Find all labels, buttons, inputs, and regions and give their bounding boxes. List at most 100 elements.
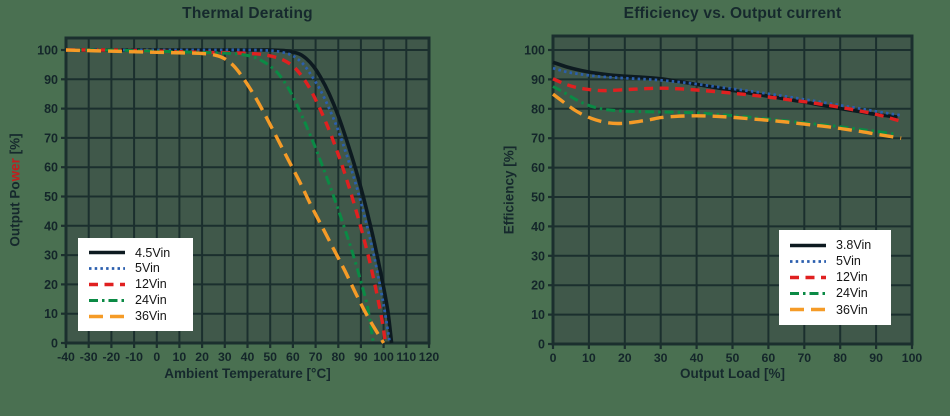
legend-item-12Vin: 12Vin [789, 269, 881, 285]
x-axis-title-output-load: Output Load [%] [680, 366, 785, 381]
x-tick-label: 90 [869, 351, 883, 365]
x-tick-label: 30 [218, 350, 232, 364]
series-line-12Vin [552, 77, 902, 124]
thermal-derating-chart: -40 -30 -20 -10 0 10 20 30 40 50 60 70 80 90 100 110 120… [7, 5, 440, 381]
legend-swatch-4.5Vin [89, 251, 125, 255]
legend-label: 3.8Vin [836, 237, 872, 252]
chart-title-efficiency: Efficiency vs. Output current [623, 5, 842, 22]
y-tick-label: 80 [44, 102, 58, 116]
x-tick-label: 90 [354, 350, 368, 364]
x-tick-label: 0 [153, 350, 160, 364]
x-tick-label: -20 [103, 350, 121, 364]
x-tick-label: 70 [309, 350, 323, 364]
efficiency-chart: 0 10 20 30 40 50 60 70 80 90 100 0 10 20 30 40 50 60 70 80 9… [475, 0, 950, 416]
legend-swatch-36Vin [89, 314, 125, 318]
y-tick-label: 30 [531, 249, 545, 263]
legend-item-4.5Vin: 4.5Vin [88, 245, 183, 261]
y-tick-label: 10 [531, 308, 545, 322]
series-line-36Vin [551, 92, 902, 140]
x-tick-label: 0 [550, 351, 557, 365]
x-tick-label: 10 [173, 350, 187, 364]
x-tick-label: 100 [902, 351, 923, 365]
x-tick-label: -30 [80, 350, 98, 364]
y-tick-label: 0 [538, 338, 545, 352]
y-tick-label: 100 [37, 44, 58, 58]
x-tick-label: 110 [396, 350, 416, 364]
y-tick-label: 90 [531, 73, 545, 87]
x-tick-label: 60 [286, 350, 300, 364]
legend-label: 4.5Vin [135, 245, 171, 260]
y-tick-label: 60 [531, 161, 545, 175]
legend-label: 5Vin [836, 254, 861, 269]
chart-title-thermal-derating: Thermal Derating [182, 5, 313, 22]
legend-swatch-5Vin [89, 267, 125, 271]
y-tick-label: 40 [44, 219, 58, 233]
x-tick-label: 10 [582, 351, 596, 365]
legend-swatch-5Vin [790, 259, 826, 263]
y-tick-label: 20 [531, 279, 545, 293]
plot-border [64, 36, 431, 345]
x-axis-title-ambient-temperature: Ambient Temperature [°C] [164, 366, 331, 381]
x-tick-label: 40 [241, 350, 255, 364]
series-line-5Vin [552, 66, 902, 117]
y-tick-label: 50 [44, 190, 58, 204]
efficiency-plot-area: 0 10 20 30 40 50 60 70 80 90 100 0 10 20 30 40 50 60 70 80 9… [524, 34, 923, 365]
x-tick-label: 100 [373, 350, 394, 364]
x-tick-label: -10 [125, 350, 143, 364]
x-tick-label: 70 [797, 351, 811, 365]
legend-item-36Vin: 36Vin [88, 308, 183, 324]
legend-swatch-36Vin [790, 308, 826, 312]
y-tick-label: 0 [51, 337, 58, 351]
legend-swatch-24Vin [790, 292, 826, 296]
legend-label: 36Vin [836, 302, 868, 317]
x-tick-label: 40 [690, 351, 704, 365]
series-line-5Vin [66, 48, 392, 344]
legend-label: 5Vin [135, 261, 160, 276]
legend-swatch-12Vin [790, 275, 826, 280]
y-tick-label: 60 [44, 161, 58, 175]
legend-item-5Vin: 5Vin [88, 261, 183, 277]
legend-item-24Vin: 24Vin [789, 286, 881, 302]
series-line-24Vin [552, 85, 898, 136]
y-tick-label: 10 [44, 307, 58, 321]
x-tick-label: 50 [263, 350, 277, 364]
y-tick-label: 50 [531, 191, 545, 205]
legend-item-3.8Vin: 3.8Vin [789, 237, 881, 253]
legend-label: 12Vin [836, 270, 868, 285]
legend-item-24Vin: 24Vin [88, 292, 183, 308]
legend-swatch-12Vin [89, 282, 125, 287]
legend-swatch-3.8Vin [790, 243, 826, 247]
x-tick-label: 20 [195, 350, 209, 364]
thermal-derating-plot-area: -40 -30 -20 -10 0 10 20 30 40 50 60 70 80 90 100 110 120… [37, 36, 440, 364]
legend-label: 24Vin [135, 293, 167, 308]
plot-border [551, 34, 914, 346]
y-axis-title-efficiency: Efficiency [%] [501, 145, 517, 235]
legend-item-12Vin: 12Vin [88, 277, 183, 293]
x-tick-label: -40 [57, 350, 75, 364]
x-tick-label: 120 [419, 350, 440, 364]
y-tick-label: 90 [44, 73, 58, 87]
y-tick-label: 80 [531, 102, 545, 116]
y-tick-label: 70 [531, 132, 545, 146]
y-axis-title-output-power: Output Power [%] [7, 133, 23, 247]
x-tick-label: 50 [726, 351, 740, 365]
legend-efficiency: 3.8Vin 5Vin 12Vin 24Vin 36Vin [779, 230, 891, 325]
legend-label: 36Vin [135, 308, 167, 323]
x-tick-label: 20 [618, 351, 632, 365]
legend-item-36Vin: 36Vin [789, 302, 881, 318]
x-tick-label: 80 [331, 350, 345, 364]
legend-thermal-derating: 4.5Vin 5Vin 12Vin 24Vin 36Vin [78, 238, 193, 331]
y-tick-label: 40 [531, 220, 545, 234]
series-line-24Vin [65, 48, 375, 344]
x-tick-label: 30 [654, 351, 668, 365]
legend-label: 24Vin [836, 286, 868, 301]
x-tick-label: 60 [762, 351, 776, 365]
y-tick-label: 70 [44, 131, 58, 145]
legend-label: 12Vin [135, 277, 167, 292]
legend-item-5Vin: 5Vin [789, 253, 881, 269]
y-tick-label: 100 [524, 44, 545, 58]
x-tick-label: 80 [833, 351, 847, 365]
legend-swatch-24Vin [89, 298, 125, 302]
y-tick-label: 20 [44, 278, 58, 292]
